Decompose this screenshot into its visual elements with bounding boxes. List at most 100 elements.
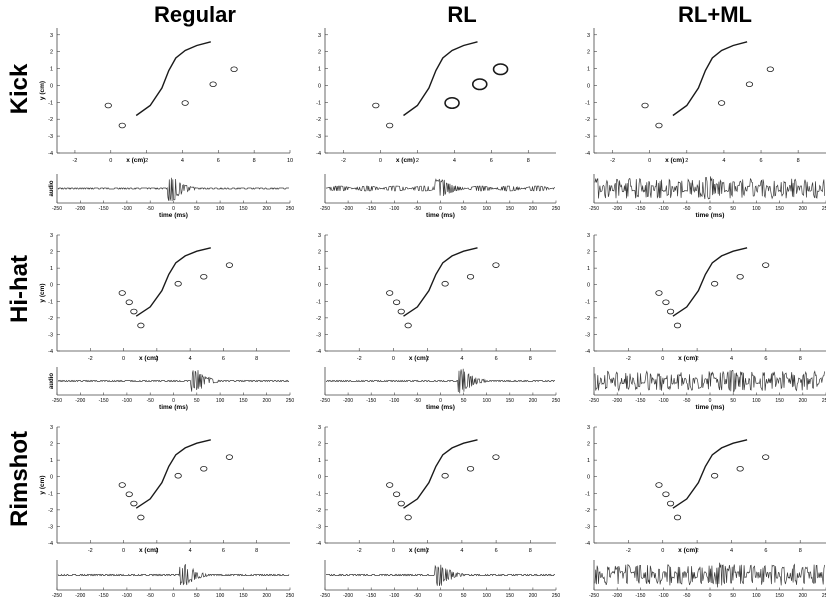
marker-loop-hi-hat-rl [466, 273, 475, 280]
audio-xtick-label-hi-hat-rl-ml: -100 [659, 398, 669, 404]
traj-xtick-label-hi-hat-rl-ml: 6 [764, 356, 767, 362]
traj-ytick-label-rimshot-regular: -2 [48, 508, 53, 514]
audio-xtick-label-rimshot-regular: -50 [147, 593, 154, 599]
traj-ytick-label-rimshot-rl-ml: 1 [587, 458, 590, 464]
audio-xtick-label-kick-regular: -150 [99, 206, 109, 212]
traj-xtick-label-hi-hat-regular: 0 [122, 356, 125, 362]
traj-xtick-label-rimshot-regular: 8 [255, 548, 258, 554]
audio-xtick-label-hi-hat-rl: 0 [439, 398, 442, 404]
traj-ytick-label-hi-hat-regular: -1 [48, 299, 53, 305]
column-title-regular: Regular [154, 2, 236, 27]
audio-xtick-label-hi-hat-rl: 100 [483, 398, 492, 404]
traj-xtick-label-rimshot-regular: -2 [88, 548, 93, 554]
marker-loop-hi-hat-rl [492, 262, 500, 268]
traj-ytick-label-kick-rl-ml: 3 [587, 33, 590, 39]
traj-ytick-label-rimshot-rl-ml: -3 [585, 524, 590, 530]
audio-xtick-label-rimshot-regular: -200 [75, 593, 85, 599]
marker-loop-rimshot-rl-ml [662, 491, 670, 498]
marker-loop-kick-rl [471, 78, 488, 91]
marker-loop-kick-regular [104, 102, 112, 109]
marker-loop-kick-regular [230, 66, 238, 73]
traj-ytick-label-rimshot-rl: 0 [318, 475, 321, 481]
audio-waveform-kick-rl [325, 178, 555, 197]
traj-ylabel-rimshot-regular: y (cm) [39, 475, 46, 494]
traj-ytick-label-rimshot-rl-ml: 0 [587, 475, 590, 481]
traj-xtick-label-rimshot-rl: 2 [426, 548, 429, 554]
audio-xtick-label-rimshot-regular: 0 [172, 593, 175, 599]
traj-xtick-label-kick-rl: 6 [490, 158, 493, 164]
traj-xlabel-rimshot-rl-ml: x (cm) [678, 547, 697, 554]
audio-waveform-hi-hat-rl [326, 368, 555, 394]
audio-xtick-label-hi-hat-regular: -50 [147, 398, 154, 404]
traj-ytick-label-kick-rl: -3 [316, 134, 321, 140]
audio-xtick-label-kick-rl: -50 [414, 206, 421, 212]
audio-xtick-label-rimshot-rl: -250 [320, 593, 330, 599]
marker-loop-kick-rl [386, 122, 394, 129]
audio-xtick-label-hi-hat-rl-ml: 100 [752, 398, 761, 404]
marker-loop-kick-regular [209, 81, 217, 88]
traj-ytick-label-hi-hat-rl: 3 [318, 233, 321, 239]
traj-ytick-label-hi-hat-regular: 3 [50, 233, 53, 239]
audio-xtick-label-rimshot-rl-ml: 100 [752, 593, 761, 599]
marker-loop-hi-hat-rl-ml [673, 322, 682, 329]
marker-loop-hi-hat-rl-ml [762, 262, 770, 268]
marker-loop-hi-hat-rl-ml [655, 290, 663, 296]
traj-xtick-label-hi-hat-rl-ml: 2 [696, 356, 699, 362]
marker-loop-hi-hat-regular [130, 308, 138, 315]
traj-xtick-label-rimshot-rl: 4 [460, 548, 463, 554]
traj-ytick-label-hi-hat-rl-ml: -4 [585, 349, 590, 355]
traj-xtick-label-kick-regular: 10 [287, 158, 293, 164]
audio-xtick-label-hi-hat-regular: 0 [172, 398, 175, 404]
traj-xtick-label-kick-regular: 2 [145, 158, 148, 164]
marker-loop-rimshot-rl-ml [666, 500, 675, 507]
audio-xtick-label-hi-hat-regular: -100 [122, 398, 132, 404]
audio-xtick-label-rimshot-rl-ml: -250 [589, 593, 599, 599]
audio-xtick-label-rimshot-rl-ml: -150 [635, 593, 645, 599]
traj-ytick-label-rimshot-regular: 2 [50, 442, 53, 448]
marker-loop-hi-hat-rl [386, 290, 394, 296]
marker-loop-rimshot-regular [200, 465, 208, 472]
traj-ytick-label-kick-regular: -4 [48, 151, 53, 157]
traj-ytick-label-rimshot-rl: 1 [318, 458, 321, 464]
marker-loop-kick-regular [118, 122, 126, 129]
marker-loop-hi-hat-rl-ml [666, 308, 675, 315]
audio-xtick-label-hi-hat-rl-ml: -50 [683, 398, 690, 404]
traj-xtick-label-rimshot-rl-ml: 4 [730, 548, 733, 554]
marker-loop-rimshot-rl [466, 465, 475, 472]
audio-xtick-label-kick-rl-ml: 250 [822, 206, 826, 212]
audio-waveform-kick-regular [57, 177, 289, 202]
traj-xtick-label-hi-hat-rl-ml: 0 [661, 356, 664, 362]
audio-xtick-label-kick-rl: 200 [529, 206, 538, 212]
audio-xtick-label-rimshot-regular: 150 [239, 593, 248, 599]
traj-xtick-label-hi-hat-rl: -2 [357, 356, 362, 362]
audio-waveform-hi-hat-rl-ml [594, 370, 825, 393]
traj-xlabel-hi-hat-rl: x (cm) [409, 355, 428, 362]
marker-loop-hi-hat-regular [174, 280, 182, 287]
audio-xtick-label-kick-rl-ml: -200 [612, 206, 622, 212]
audio-xtick-label-kick-rl-ml: -100 [659, 206, 669, 212]
audio-xtick-label-kick-rl-ml: -50 [683, 206, 690, 212]
traj-ytick-label-kick-rl-ml: 1 [587, 67, 590, 73]
traj-ytick-label-kick-rl: 0 [318, 83, 321, 89]
traj-ytick-label-rimshot-regular: -1 [48, 491, 53, 497]
audio-xtick-label-hi-hat-regular: 250 [286, 398, 295, 404]
marker-loop-rimshot-rl-ml [736, 465, 744, 472]
audio-xtick-label-hi-hat-regular: 150 [239, 398, 248, 404]
audio-xtick-label-rimshot-rl: -150 [366, 593, 376, 599]
traj-xlabel-kick-rl-ml: x (cm) [665, 157, 684, 164]
traj-ytick-label-rimshot-rl-ml: -1 [585, 491, 590, 497]
main-trajectory-kick-rl [403, 41, 478, 117]
audio-xtick-label-rimshot-rl-ml: 250 [822, 593, 826, 599]
traj-xtick-label-kick-rl-ml: 2 [685, 158, 688, 164]
audio-xtick-label-kick-rl-ml: -150 [635, 206, 645, 212]
marker-loop-kick-rl [372, 102, 380, 109]
audio-xtick-label-rimshot-regular: -100 [122, 593, 132, 599]
traj-xtick-label-hi-hat-rl: 2 [426, 356, 429, 362]
traj-xtick-label-hi-hat-regular: 8 [255, 356, 258, 362]
audio-xtick-label-rimshot-rl-ml: 150 [775, 593, 784, 599]
audio-xtick-label-kick-rl: 0 [439, 206, 442, 212]
audio-xtick-label-kick-rl: 150 [506, 206, 515, 212]
traj-ytick-label-rimshot-regular: 3 [50, 425, 53, 431]
traj-xtick-label-hi-hat-regular: 2 [155, 356, 158, 362]
